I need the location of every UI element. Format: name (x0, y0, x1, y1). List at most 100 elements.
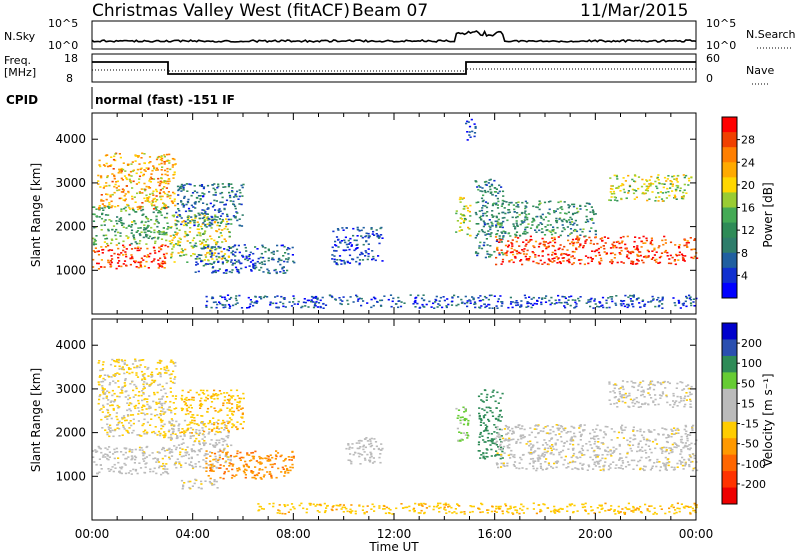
velocity-cell (225, 435, 228, 438)
power-cell (189, 227, 192, 229)
velocity-cell (227, 429, 230, 432)
power-cell (497, 200, 500, 203)
power-cell (578, 300, 581, 302)
power-cell (567, 258, 570, 261)
velocity-cell (200, 421, 203, 423)
colorbar-tick-label: 12 (741, 224, 755, 237)
velocity-cell (478, 415, 481, 418)
power-cell (178, 244, 181, 247)
velocity-cell (459, 422, 462, 424)
velocity-cell (174, 376, 177, 378)
velocity-cell (491, 440, 494, 442)
velocity-cell (209, 451, 212, 453)
power-cell (475, 223, 478, 225)
power-cell (122, 249, 125, 252)
power-cell (196, 258, 199, 260)
velocity-cell (497, 418, 500, 421)
velocity-cell (558, 451, 561, 454)
velocity-cell (183, 482, 186, 484)
power-cell (201, 223, 204, 225)
colorbar-swatch (722, 252, 737, 269)
power-cell (493, 250, 496, 253)
power-cell (674, 244, 677, 246)
power-cell (567, 299, 570, 301)
velocity-cell (213, 422, 216, 424)
power-cell (481, 190, 484, 193)
power-cell (365, 251, 368, 254)
velocity-cell (262, 475, 265, 478)
velocity-cell (530, 447, 533, 449)
power-cell (149, 252, 152, 255)
power-cell (210, 254, 214, 256)
velocity-cell (511, 427, 514, 430)
velocity-cell (160, 406, 163, 409)
velocity-cell (104, 429, 107, 431)
power-cell (610, 196, 613, 198)
power-cell (163, 203, 166, 205)
power-cell (220, 221, 223, 223)
velocity-cell (165, 372, 168, 374)
velocity-cell (230, 477, 234, 479)
power-cell (212, 254, 215, 256)
velocity-cell (163, 368, 166, 371)
power-cell (525, 258, 528, 261)
velocity-cell (238, 397, 241, 400)
power-cell (125, 178, 129, 181)
power-cell (357, 298, 360, 300)
power-cell (468, 131, 471, 133)
power-cell (532, 260, 535, 263)
velocity-cell (115, 360, 119, 363)
velocity-cell (101, 389, 104, 392)
power-cell (180, 183, 183, 186)
power-cell (573, 222, 576, 225)
velocity-cell (118, 368, 121, 370)
velocity-cell (565, 467, 568, 469)
velocity-cell (128, 397, 132, 399)
velocity-cell (510, 449, 513, 452)
power-cell (538, 297, 541, 299)
power-cell (190, 216, 193, 218)
velocity-cell (567, 448, 570, 450)
velocity-cell (161, 385, 164, 388)
power-cell (252, 267, 255, 269)
velocity-cell (368, 438, 372, 441)
velocity-cell (170, 455, 174, 457)
power-cell (185, 183, 188, 185)
power-cell (122, 162, 125, 164)
velocity-cell (284, 457, 287, 460)
power-cell (682, 195, 685, 197)
velocity-cell (615, 448, 618, 450)
power-cell (214, 194, 217, 196)
velocity-cell (235, 426, 238, 428)
velocity-cell (370, 453, 373, 456)
power-cell (477, 188, 480, 191)
velocity-cell (133, 383, 136, 386)
power-cell (209, 262, 212, 265)
power-cell (223, 253, 227, 255)
power-cell (620, 249, 623, 252)
power-cell (227, 249, 230, 252)
power-cell (100, 246, 103, 248)
velocity-cell (598, 447, 601, 450)
power-cell (101, 213, 104, 216)
velocity-cell (210, 397, 213, 399)
power-cell (547, 212, 550, 214)
power-cell (358, 263, 361, 266)
power-cell (108, 202, 111, 204)
power-cell (495, 202, 498, 205)
power-cell (605, 252, 608, 254)
power-cell (599, 257, 603, 260)
velocity-cell (269, 463, 272, 466)
power-cell (181, 185, 184, 188)
velocity-cell (132, 396, 135, 398)
power-cell (636, 258, 639, 261)
power-cell (213, 199, 216, 202)
velocity-cell (651, 465, 654, 468)
power-cell (443, 299, 446, 302)
power-cell (100, 224, 103, 227)
power-cell (633, 240, 636, 243)
velocity-cell (662, 446, 666, 449)
velocity-cell (147, 407, 150, 410)
velocity-cell (222, 465, 225, 467)
power-cell (480, 305, 483, 307)
